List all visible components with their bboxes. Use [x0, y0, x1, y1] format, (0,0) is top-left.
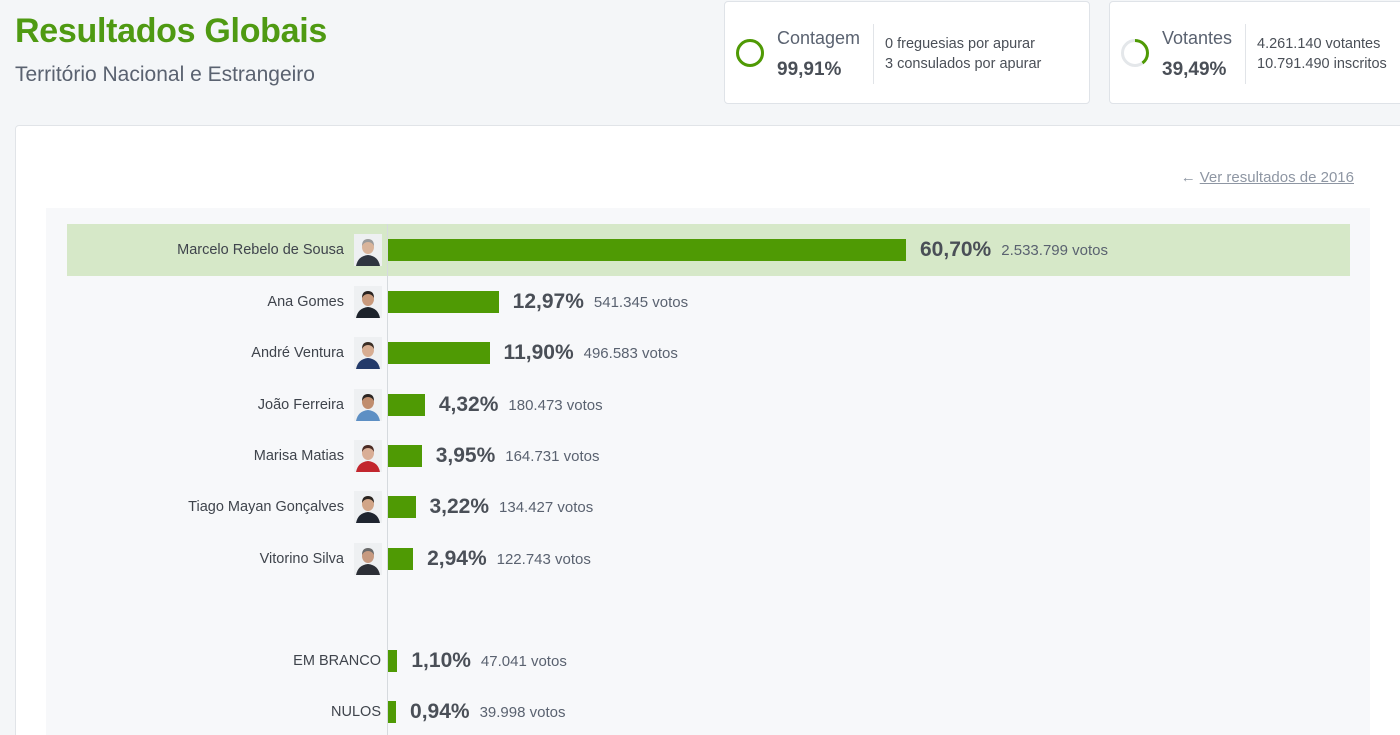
contagem-value: 99,91% — [777, 59, 842, 80]
result-bar — [388, 394, 425, 416]
candidate-name: André Ventura — [251, 345, 344, 361]
candidate-name: NULOS — [331, 704, 381, 720]
candidate-photo — [354, 440, 382, 472]
votes-label: 496.583 votos — [583, 345, 678, 362]
votantes-count-text: 4.261.140 votantes — [1257, 36, 1381, 52]
contagem-progress-arc — [736, 39, 764, 67]
divider — [873, 24, 874, 84]
candidate-name: Marcelo Rebelo de Sousa — [177, 242, 344, 258]
percentage-label: 3,22% — [429, 495, 490, 518]
candidate-photo — [354, 491, 382, 523]
candidate-name: João Ferreira — [257, 397, 344, 413]
contagem-progress-ring — [736, 39, 764, 67]
result-bar — [388, 239, 906, 261]
result-bar — [388, 445, 422, 467]
votantes-card: Votantes 39,49% 4.261.140 votantes 10.79… — [1109, 1, 1400, 104]
candidate-photo — [354, 543, 382, 575]
votantes-progress-ring — [1121, 39, 1149, 67]
previous-results-label: Ver resultados de 2016 — [1199, 169, 1354, 186]
votes-label: 122.743 votos — [496, 551, 591, 568]
votes-label: 180.473 votos — [508, 397, 603, 414]
votes-label: 164.731 votos — [505, 448, 600, 465]
candidate-photo — [354, 286, 382, 318]
votes-label: 2.533.799 votos — [1001, 242, 1108, 259]
percentage-label: 60,70% — [920, 238, 992, 261]
contagem-details: 0 freguesias por apurar 3 consulados por… — [885, 34, 1041, 74]
result-bar — [388, 548, 414, 570]
votes-label: 541.345 votos — [593, 294, 689, 311]
candidate-name: Vitorino Silva — [259, 551, 344, 567]
votes-label: 39.998 votos — [479, 704, 566, 721]
candidate-photo — [354, 234, 382, 266]
results-chart — [46, 208, 1370, 735]
result-bar — [388, 291, 499, 313]
divider — [1245, 24, 1246, 84]
freguesias-text: 0 freguesias por apurar — [885, 36, 1035, 52]
votantes-value: 39,49% — [1162, 59, 1227, 80]
votes-label: 134.427 votos — [499, 499, 594, 516]
candidate-photo — [354, 337, 382, 369]
percentage-label: 12,97% — [512, 290, 584, 313]
previous-results-link[interactable]: ← Ver resultados de 2016 — [1181, 169, 1354, 186]
percentage-label: 2,94% — [427, 547, 487, 570]
percentage-label: 11,90% — [503, 341, 574, 364]
page-title: Resultados Globais — [15, 12, 328, 50]
result-bar — [388, 496, 416, 518]
percentage-label: 1,10% — [411, 649, 471, 672]
contagem-card: Contagem 99,91% 0 freguesias por apurar … — [724, 1, 1090, 104]
percentage-label: 3,95% — [435, 444, 496, 467]
result-bar — [388, 342, 490, 364]
arrow-left-icon: ← — [1180, 169, 1196, 186]
inscritos-count-text: 10.791.490 inscritos — [1257, 56, 1387, 72]
votes-label: 47.041 votos — [480, 653, 567, 670]
votantes-details: 4.261.140 votantes 10.791.490 inscritos — [1257, 34, 1387, 74]
contagem-label: Contagem — [777, 28, 861, 48]
votantes-progress-arc — [1121, 39, 1149, 67]
page-subtitle: Território Nacional e Estrangeiro — [15, 63, 315, 86]
candidate-name: EM BRANCO — [293, 653, 381, 669]
candidate-photo — [354, 389, 382, 421]
candidate-name: Tiago Mayan Gonçalves — [188, 499, 344, 515]
percentage-label: 4,32% — [438, 393, 499, 416]
percentage-label: 0,94% — [410, 700, 470, 723]
votantes-label: Votantes — [1162, 28, 1233, 48]
result-bar — [388, 650, 398, 672]
candidate-name: Ana Gomes — [267, 294, 344, 310]
candidate-name: Marisa Matias — [253, 448, 344, 464]
chart-axis — [387, 224, 388, 735]
result-bar — [388, 701, 396, 723]
consulados-text: 3 consulados por apurar — [885, 56, 1042, 72]
